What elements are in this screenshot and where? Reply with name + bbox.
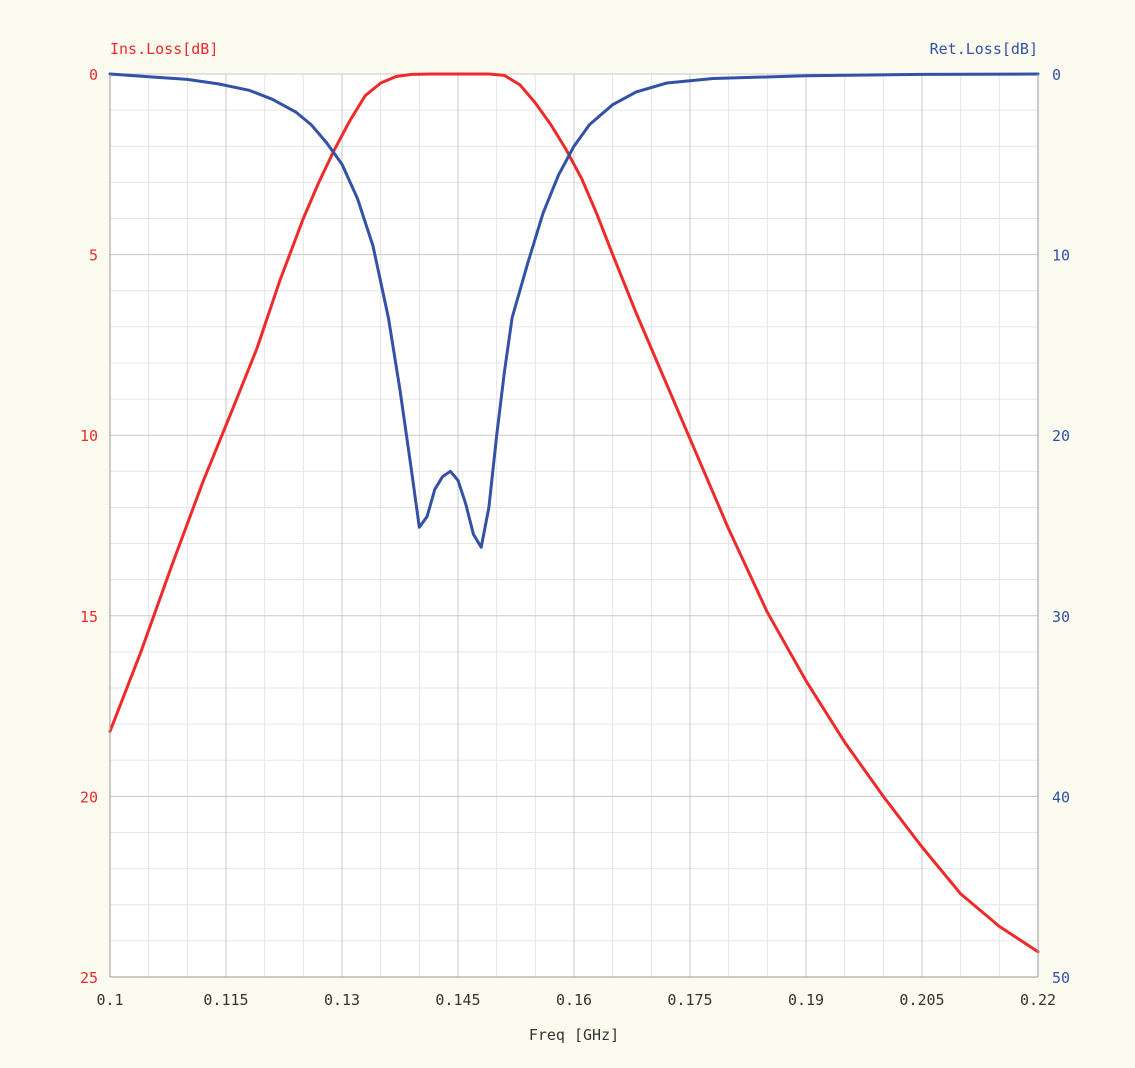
y-axis-title-right: Ret.Loss[dB] bbox=[930, 40, 1038, 58]
series-layer bbox=[108, 72, 1040, 954]
x-tick-label: 0.16 bbox=[556, 991, 592, 1009]
y-tick-label-left: 25 bbox=[80, 969, 98, 987]
insertion-loss-line bbox=[108, 72, 1040, 954]
y-tick-label-right: 20 bbox=[1052, 427, 1070, 445]
y-tick-label-left: 20 bbox=[80, 788, 98, 806]
y-tick-label-left: 0 bbox=[89, 66, 98, 84]
y-tick-label-left: 15 bbox=[80, 608, 98, 626]
return-loss-line bbox=[108, 72, 1040, 549]
y-tick-label-right: 40 bbox=[1052, 788, 1070, 806]
x-tick-label: 0.19 bbox=[788, 991, 824, 1009]
y-tick-label-left: 10 bbox=[80, 427, 98, 445]
x-tick-label: 0.145 bbox=[435, 991, 480, 1009]
x-tick-label: 0.175 bbox=[667, 991, 712, 1009]
x-tick-label: 0.205 bbox=[899, 991, 944, 1009]
x-tick-label: 0.13 bbox=[324, 991, 360, 1009]
y-tick-label-left: 5 bbox=[89, 247, 98, 265]
y-tick-label-right: 50 bbox=[1052, 969, 1070, 987]
x-tick-label: 0.1 bbox=[96, 991, 123, 1009]
y-tick-label-right: 10 bbox=[1052, 247, 1070, 265]
axes-layer: 0.1 0.115 0.13 0.145 0.16 0.175 0.19 0.205 0.22 0… bbox=[80, 66, 1070, 1009]
x-tick-label: 0.115 bbox=[203, 991, 248, 1009]
y-tick-label-right: 0 bbox=[1052, 66, 1061, 84]
x-tick-label: 0.22 bbox=[1020, 991, 1056, 1009]
y-axis-title-left: Ins.Loss[dB] bbox=[110, 40, 218, 58]
y-tick-label-right: 30 bbox=[1052, 608, 1070, 626]
x-axis-title: Freq [GHz] bbox=[529, 1026, 619, 1044]
